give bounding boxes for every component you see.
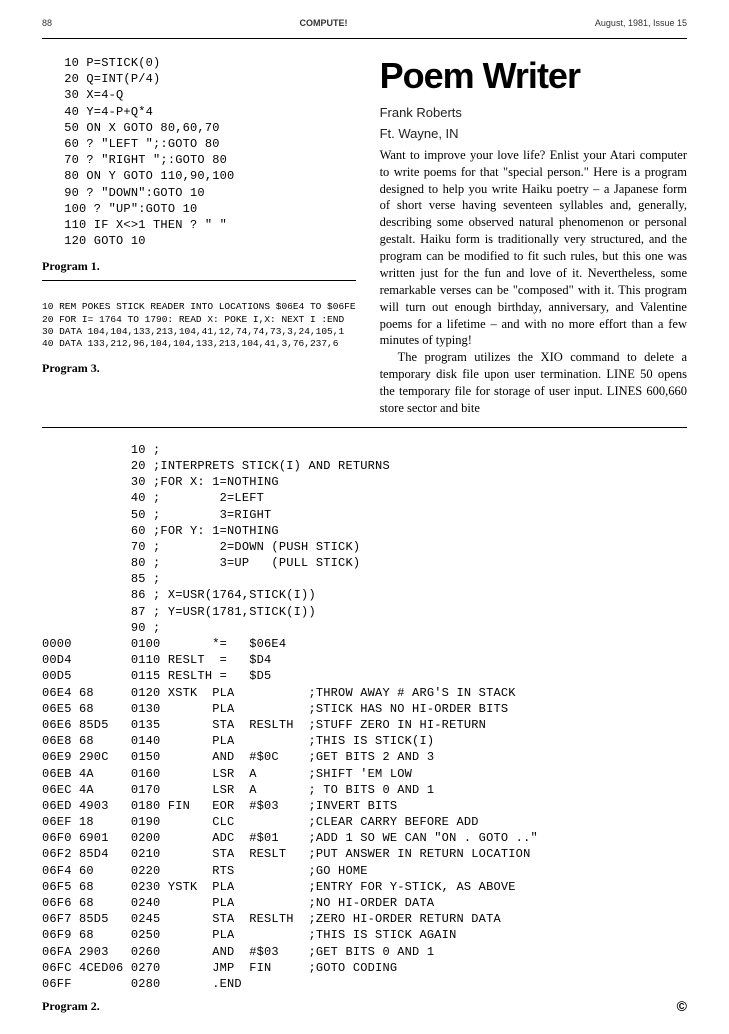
- page-number: 88: [42, 18, 52, 28]
- program-2-block: 10 ; 20 ;INTERPRETS STICK(I) AND RETURNS…: [42, 442, 687, 992]
- program-2-label: Program 2.: [42, 999, 100, 1014]
- right-column: Poem Writer Frank Roberts Ft. Wayne, IN …: [380, 55, 687, 417]
- page: 88 COMPUTE! August, 1981, Issue 15 10 P=…: [0, 0, 729, 1034]
- left-column: 10 P=STICK(0) 20 Q=INT(P/4) 30 X=4-Q 40 …: [42, 55, 356, 417]
- footer: Program 2. ©: [42, 998, 687, 1014]
- page-header: 88 COMPUTE! August, 1981, Issue 15: [42, 18, 687, 32]
- header-rule: [42, 38, 687, 39]
- program-1-code: 10 P=STICK(0) 20 Q=INT(P/4) 30 X=4-Q 40 …: [42, 55, 356, 249]
- article-paragraph-2: The program utilizes the XIO command to …: [380, 349, 687, 417]
- copyright-icon: ©: [677, 998, 687, 1014]
- article-location: Ft. Wayne, IN: [380, 126, 687, 143]
- program-1-label: Program 1.: [42, 259, 356, 274]
- two-column-layout: 10 P=STICK(0) 20 Q=INT(P/4) 30 X=4-Q 40 …: [42, 55, 687, 417]
- article-paragraph-1: Want to improve your love life? Enlist y…: [380, 148, 687, 348]
- divider-1: [42, 280, 356, 281]
- program-3-label: Program 3.: [42, 361, 356, 376]
- article-title: Poem Writer: [380, 55, 687, 97]
- divider-2: [42, 427, 687, 428]
- article-author: Frank Roberts: [380, 105, 687, 122]
- program-3-code: 10 REM POKES STICK READER INTO LOCATIONS…: [42, 301, 356, 350]
- article-body: Want to improve your love life? Enlist y…: [380, 147, 687, 417]
- issue-info: August, 1981, Issue 15: [595, 18, 687, 28]
- magazine-name: COMPUTE!: [299, 18, 347, 28]
- program-2-code: 10 ; 20 ;INTERPRETS STICK(I) AND RETURNS…: [42, 442, 687, 992]
